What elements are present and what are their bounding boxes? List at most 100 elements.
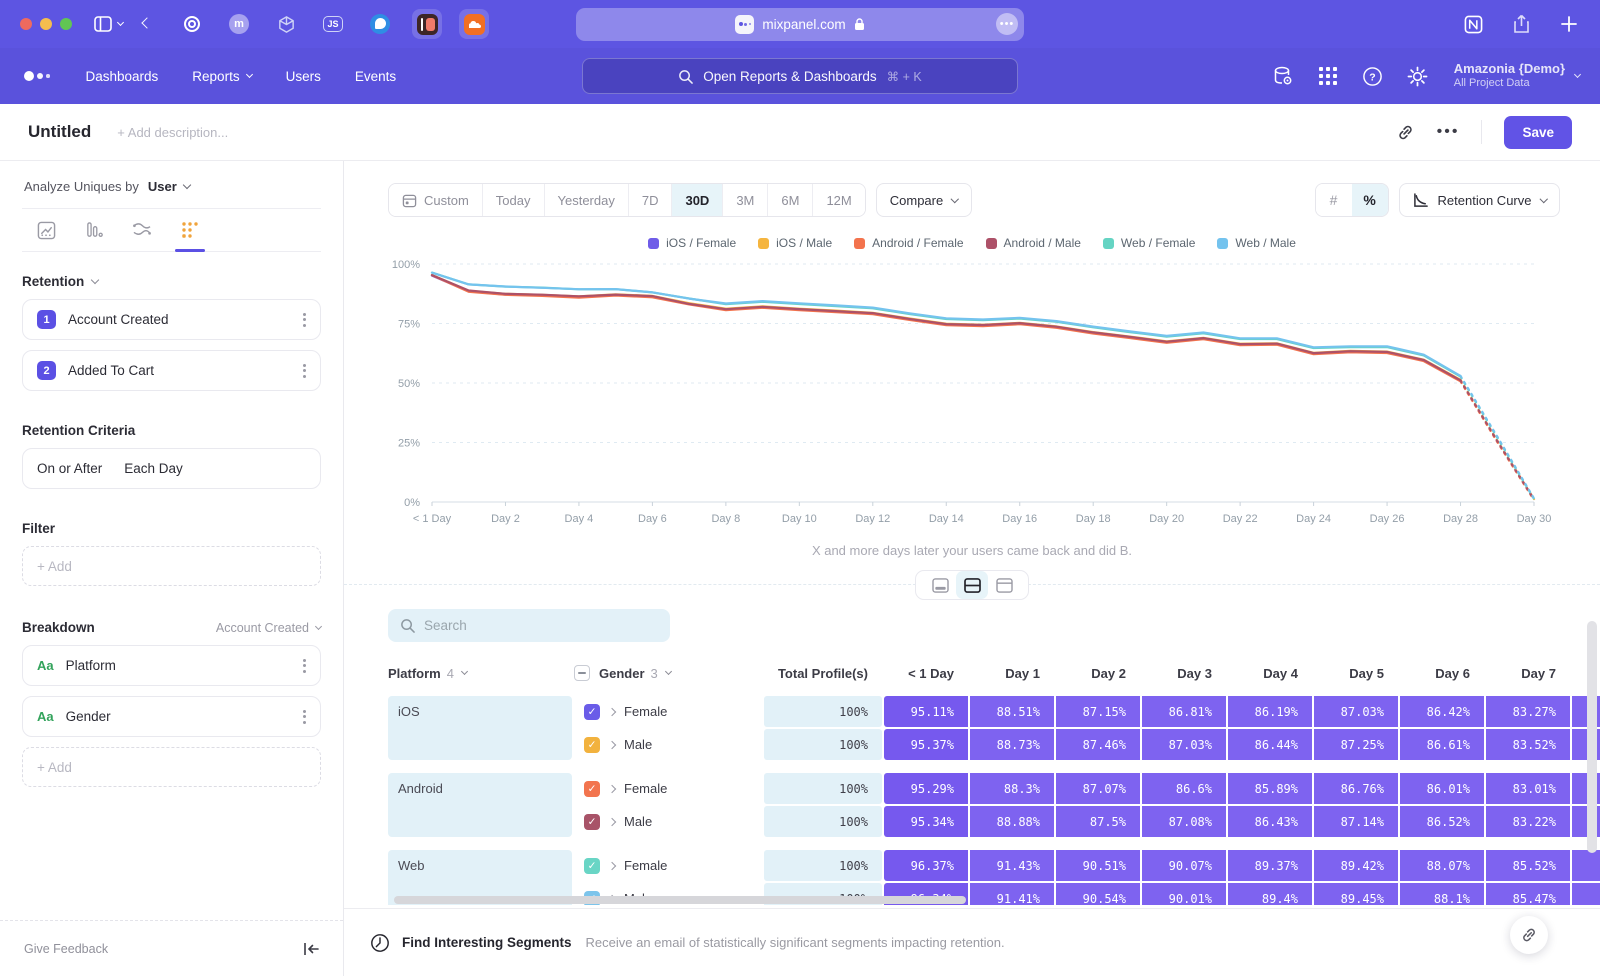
reader-extension-icon[interactable] [412,9,442,39]
collapse-sidebar-icon[interactable] [303,942,319,956]
share-icon[interactable] [1513,14,1530,34]
window-controls[interactable] [20,18,72,30]
step-options-icon[interactable] [303,364,306,378]
tab-funnels[interactable] [70,209,118,251]
layout-table-only-icon[interactable] [988,571,1020,599]
report-title[interactable]: Untitled [28,122,91,142]
global-search-button[interactable]: Open Reports & Dashboards ⌘ + K [582,58,1018,94]
select-all-checkbox[interactable] [574,665,590,681]
column-header: Total Profile(s) [764,666,882,681]
report-description-placeholder[interactable]: + Add description... [117,125,228,140]
project-switcher[interactable]: Amazonia {Demo} All Project Data [1454,61,1580,91]
retention-section-title[interactable]: Retention [22,274,84,289]
step-options-icon[interactable] [303,313,306,327]
percent-format-button[interactable]: % [1352,184,1388,216]
breakdown-scope-dropdown[interactable]: Account Created [216,621,321,635]
tab-retention[interactable] [166,209,214,251]
range-30d[interactable]: 30D [672,184,723,216]
mixpanel-logo[interactable] [24,71,50,81]
target-extension-icon[interactable] [177,9,207,39]
range-today[interactable]: Today [483,184,545,216]
table-search-input[interactable] [424,618,644,633]
layout-chart-only-icon[interactable] [924,571,956,599]
retention-step-card[interactable]: 2Added To Cart [22,350,321,391]
add-filter-button[interactable]: + Add [22,546,321,586]
legend-item[interactable]: iOS / Male [758,236,832,250]
legend-item[interactable]: Android / Male [986,236,1081,250]
legend-item[interactable]: Web / Male [1217,236,1295,250]
share-link-fab[interactable] [1510,916,1548,954]
criteria-interval[interactable]: Each Day [124,461,183,476]
tab-insights[interactable] [22,209,70,251]
series-checkbox[interactable]: ✓ [584,814,600,830]
breakdown-options-icon[interactable] [303,710,306,724]
retention-criteria-row[interactable]: On or After Each Day [22,448,321,489]
breakdown-card[interactable]: AaGender [22,696,321,737]
breakdown-card[interactable]: AaPlatform [22,645,321,686]
chart-type-dropdown[interactable]: Retention Curve [1399,183,1560,217]
m-extension-icon[interactable]: m [224,9,254,39]
series-checkbox[interactable]: ✓ [584,704,600,720]
soundcloud-extension-icon[interactable] [459,9,489,39]
settings-gear-icon[interactable] [1407,66,1428,87]
horizontal-scrollbar[interactable] [394,896,966,904]
range-custom[interactable]: Custom [389,184,483,216]
close-window-button[interactable] [20,18,32,30]
nav-item-reports[interactable]: Reports [192,69,251,84]
give-feedback-link[interactable]: Give Feedback [24,942,108,956]
chart-caption[interactable]: X and more days later your users came ba… [344,543,1600,558]
maximize-window-button[interactable] [60,18,72,30]
gender-column-header[interactable]: Gender3 [574,665,762,681]
copy-link-icon[interactable] [1396,123,1415,142]
vertical-scrollbar[interactable] [1587,621,1597,853]
address-bar[interactable]: mixpanel.com ••• [576,8,1024,41]
legend-item[interactable]: iOS / Female [648,236,736,250]
criteria-type[interactable]: On or After [37,461,102,476]
compare-button[interactable]: Compare [876,183,972,217]
absolute-format-button[interactable]: # [1316,184,1352,216]
save-button[interactable]: Save [1504,116,1572,149]
sidebar-toggle-icon[interactable] [94,16,112,32]
minimize-window-button[interactable] [40,18,52,30]
range-3m[interactable]: 3M [723,184,768,216]
range-12m[interactable]: 12M [813,184,864,216]
platform-column-header[interactable]: Platform4 [388,666,572,681]
range-7d[interactable]: 7D [629,184,673,216]
tab-flows[interactable] [118,209,166,251]
back-icon[interactable] [141,17,152,28]
cube-extension-icon[interactable] [271,9,301,39]
series-checkbox[interactable]: ✓ [584,737,600,753]
legend-item[interactable]: Android / Female [854,236,963,250]
range-6m[interactable]: 6M [768,184,813,216]
series-checkbox[interactable]: ✓ [584,781,600,797]
new-tab-icon[interactable] [1560,15,1578,33]
expand-row-icon[interactable] [608,817,616,825]
nav-item-users[interactable]: Users [286,69,321,84]
analyze-value[interactable]: User [148,179,177,194]
expand-row-icon[interactable] [608,861,616,869]
expand-row-icon[interactable] [608,784,616,792]
retention-step-card[interactable]: 1Account Created [22,299,321,340]
bird-extension-icon[interactable] [365,9,395,39]
add-breakdown-button[interactable]: + Add [22,747,321,787]
expand-row-icon[interactable] [608,707,616,715]
series-checkbox[interactable]: ✓ [584,858,600,874]
data-management-icon[interactable] [1272,65,1294,87]
site-options-icon[interactable]: ••• [996,13,1018,35]
range-yesterday[interactable]: Yesterday [545,184,629,216]
nav-item-events[interactable]: Events [355,69,396,84]
table-search[interactable] [388,609,670,642]
segments-title[interactable]: Find Interesting Segments [402,935,572,950]
notion-icon[interactable] [1464,15,1483,34]
apps-grid-icon[interactable] [1318,66,1338,86]
help-icon[interactable]: ? [1362,66,1383,87]
legend-item[interactable]: Web / Female [1103,236,1195,250]
js-extension-icon[interactable]: JS [318,9,348,39]
breakdown-options-icon[interactable] [303,659,306,673]
expand-row-icon[interactable] [608,740,616,748]
nav-item-dashboards[interactable]: Dashboards [86,69,159,84]
more-options-icon[interactable]: ••• [1437,128,1460,136]
sidebar-menu-chevron-icon[interactable] [117,19,124,26]
chart-legend: iOS / Female iOS / Male Android / Female An… [344,236,1600,250]
layout-split-icon[interactable] [956,571,988,599]
